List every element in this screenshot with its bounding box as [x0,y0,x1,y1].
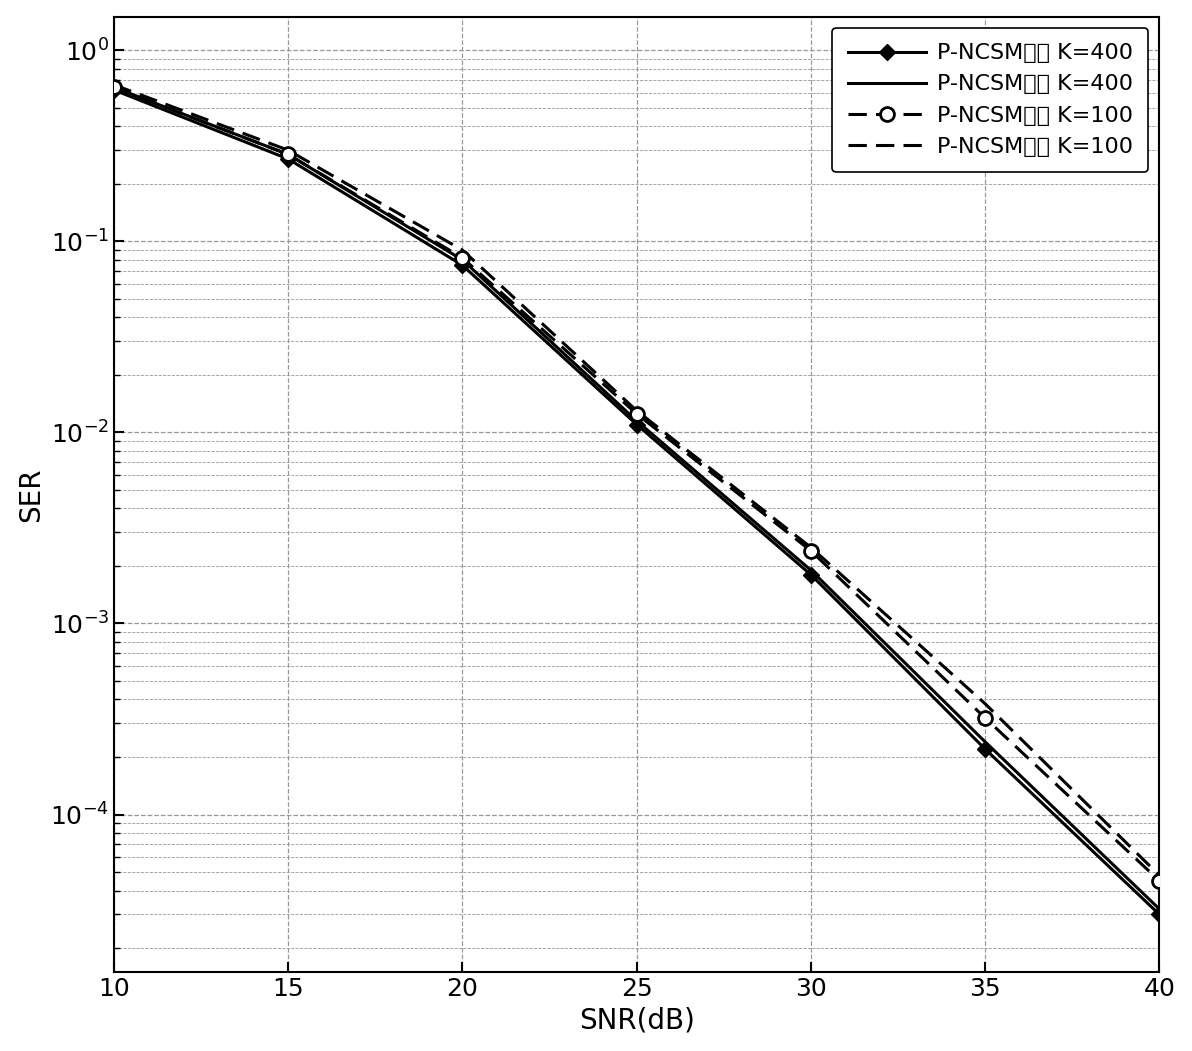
P-NCSM理论 K=400 [281,148,296,161]
Line: P-NCSM理论 K=400: P-NCSM理论 K=400 [114,87,1160,909]
P-NCSM仿真 K=100 [1153,874,1167,887]
P-NCSM仿真 K=400 [281,152,296,165]
P-NCSM理论 K=100 [455,244,470,256]
P-NCSM理论 K=400 [455,253,470,266]
Line: P-NCSM仿真 K=100: P-NCSM仿真 K=100 [107,80,1166,888]
P-NCSM理论 K=100 [977,698,992,710]
P-NCSM仿真 K=100 [107,81,122,94]
Y-axis label: SER: SER [17,467,44,521]
Legend: P-NCSM仿真 K=400, P-NCSM理论 K=400, P-NCSM仿真 K=100, P-NCSM理论 K=100: P-NCSM仿真 K=400, P-NCSM理论 K=400, P-NCSM仿真… [832,27,1148,172]
P-NCSM仿真 K=400 [107,84,122,97]
P-NCSM理论 K=400 [107,81,122,94]
P-NCSM理论 K=400 [803,564,818,577]
P-NCSM理论 K=100 [1153,869,1167,882]
P-NCSM理论 K=400 [977,736,992,748]
P-NCSM仿真 K=400 [803,569,818,581]
P-NCSM仿真 K=100 [455,251,470,264]
X-axis label: SNR(dB): SNR(dB) [579,1007,695,1034]
P-NCSM理论 K=400 [1153,903,1167,915]
P-NCSM理论 K=100 [281,144,296,157]
P-NCSM仿真 K=100 [803,544,818,557]
P-NCSM仿真 K=400 [629,418,644,431]
P-NCSM仿真 K=400 [977,743,992,756]
P-NCSM仿真 K=100 [977,712,992,724]
P-NCSM仿真 K=400 [455,259,470,271]
Line: P-NCSM仿真 K=400: P-NCSM仿真 K=400 [108,84,1165,920]
Line: P-NCSM理论 K=100: P-NCSM理论 K=100 [114,85,1160,875]
P-NCSM理论 K=100 [803,541,818,554]
P-NCSM仿真 K=100 [281,148,296,161]
P-NCSM仿真 K=100 [629,408,644,420]
P-NCSM理论 K=400 [629,414,644,427]
P-NCSM理论 K=100 [107,79,122,91]
P-NCSM理论 K=100 [629,405,644,417]
P-NCSM仿真 K=400 [1153,908,1167,921]
